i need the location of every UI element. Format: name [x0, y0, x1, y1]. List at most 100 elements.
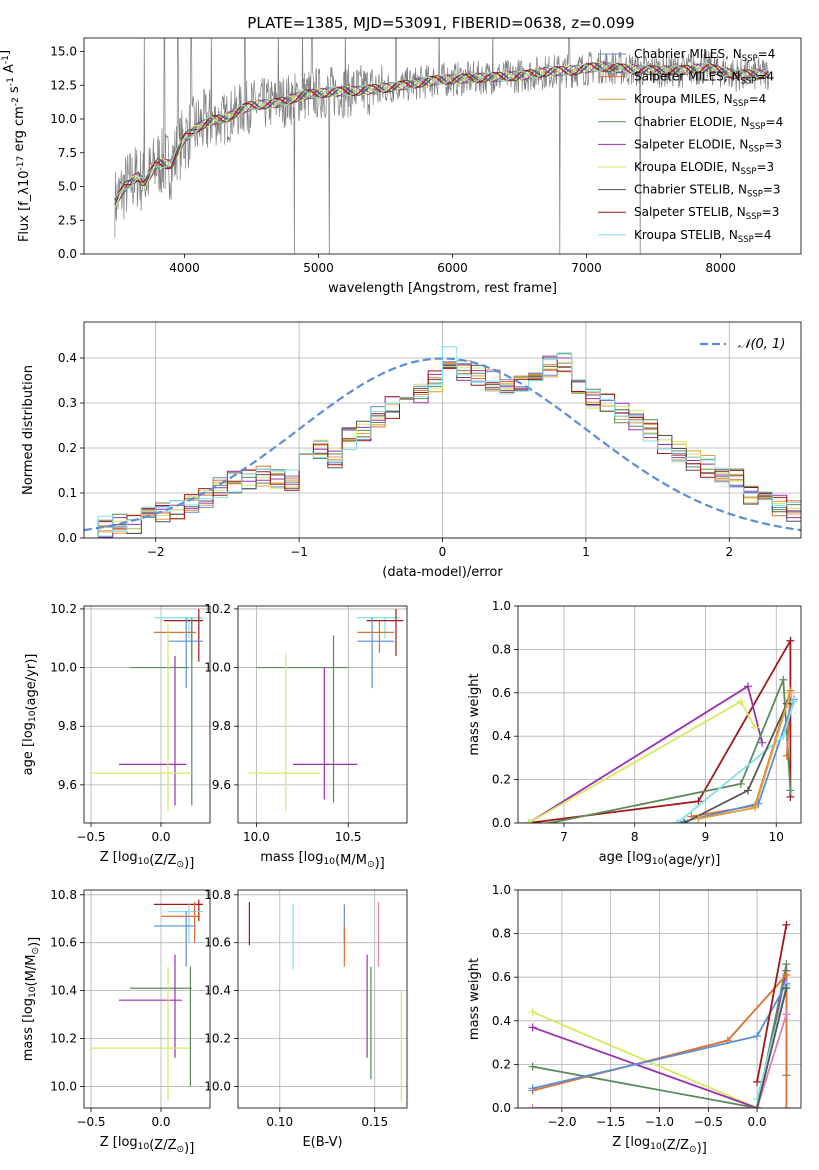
data-point [753, 1104, 762, 1108]
data-point [524, 819, 533, 823]
y-tick-label: 10.4 [204, 984, 231, 998]
x-axis-label: E(B-V) [302, 1135, 342, 1150]
legend-label: Kroupa STELIB, NSSP=4 [634, 228, 772, 245]
x-tick-label: 2 [725, 545, 733, 559]
series-salpeter-stelib [756, 924, 788, 1082]
data-point [779, 675, 788, 684]
data-point [743, 786, 752, 795]
legend-label: Salpeter STELIB, NSSP=3 [634, 205, 779, 222]
x-tick-label: 0.0 [151, 830, 170, 844]
chart-residuals: 𝒩(0, 1) −2 −1 0 1 2 0.0 0.1 0.2 0.3 0.4 (data-model… [21, 321, 802, 580]
y-tick-label: 9.8 [58, 719, 77, 733]
data-point [782, 1010, 791, 1019]
data-point [779, 732, 788, 741]
y-tick-label: 5.0 [58, 180, 77, 194]
y-tick-label: 10.0 [50, 661, 77, 675]
x-tick-label: 4000 [169, 261, 200, 275]
data-point [782, 960, 791, 969]
x-axis-label: Z [log10(Z/Z⊙)] [100, 1135, 195, 1156]
y-tick-label: 10.0 [50, 1079, 77, 1093]
y-tick-label: 10.4 [50, 984, 77, 998]
data-point [753, 1032, 762, 1041]
legend-label: Salpeter MILES, NSSP=4 [634, 70, 774, 87]
data-point [786, 786, 795, 795]
x-tick-label: 0.0 [151, 1115, 170, 1129]
plot-area [248, 901, 402, 1101]
y-tick-label: 0.0 [58, 531, 77, 545]
chart-mass-vs-EBV: 0.10 0.15 10.0 10.2 10.4 10.6 10.8 E(B-V) [204, 888, 408, 1150]
data-point [751, 723, 760, 732]
x-axis-label: Z [log10(Z/Z⊙)] [612, 1135, 707, 1156]
x-tick-label: 8000 [705, 261, 736, 275]
x-tick-label: 8 [631, 830, 639, 844]
y-tick-label: 10.6 [50, 936, 77, 950]
y-tick-label: 9.6 [58, 778, 77, 792]
x-tick-label: 7000 [571, 261, 602, 275]
plot-area [91, 608, 203, 812]
y-tick-label: 0.8 [492, 927, 511, 941]
legend-label: 𝒩(0, 1) [738, 337, 785, 352]
y-axis-label: Flux [f_λ10-17 erg cm-2 s-1 A-1] [0, 50, 32, 242]
y-tick-label: 0.4 [492, 729, 511, 743]
y-tick-label: 0.2 [492, 1057, 511, 1071]
legend-label: Salpeter ELODIE, NSSP=3 [634, 137, 782, 154]
data-point [680, 819, 689, 823]
series-chabrier-stelib [756, 987, 788, 1108]
x-tick-label: 6000 [437, 261, 468, 275]
legend-label: Kroupa MILES, NSSP=4 [634, 92, 766, 109]
y-tick-label: 0.6 [492, 970, 511, 984]
data-point [782, 984, 791, 993]
histogram-kroupa-stelib [84, 346, 801, 538]
x-tick-label: 7 [560, 830, 568, 844]
y-axis-label: age [log10(age/yr)] [21, 654, 39, 776]
data-point [736, 779, 745, 788]
x-tick-label: −1.0 [645, 1115, 674, 1129]
x-tick-label: 10 [769, 830, 784, 844]
chart-age-vs-Z: −0.5 0.0 9.6 9.8 10.0 10.2 Z [log10(Z/Z⊙)] age … [21, 602, 211, 871]
data-point [751, 803, 760, 812]
plot-area [249, 608, 404, 812]
x-tick-label: −2 [147, 545, 165, 559]
y-tick-label: 10.0 [204, 1079, 231, 1093]
y-tick-label: 7.5 [58, 146, 77, 160]
series-salpeter-stelib [528, 637, 792, 823]
x-tick-label: −2.0 [547, 1115, 576, 1129]
y-tick-label: 9.6 [212, 778, 231, 792]
y-tick-label: 10.8 [50, 888, 77, 902]
plot-area [91, 899, 203, 1101]
x-tick-label: −0.5 [76, 830, 105, 844]
data-point [782, 1104, 791, 1108]
y-tick-label: 0.2 [492, 773, 511, 787]
chart-weight-vs-Z: −2.0 −1.5 −1.0 −0.5 0.0 0.0 0.2 0.4 0.6 0.8 1.0 Z [… [467, 883, 802, 1156]
y-tick-label: 10.0 [50, 112, 77, 126]
x-tick-label: 5000 [303, 261, 334, 275]
x-axis-label: wavelength [Angstrom, rest frame] [328, 281, 557, 296]
axes-frame [83, 889, 211, 1109]
x-tick-label: 0.10 [266, 1115, 293, 1129]
model-kroupa-elodie [114, 61, 769, 208]
chart-mass-vs-Z: −0.5 0.0 10.0 10.2 10.4 10.6 10.8 Z [log10(Z/Z⊙… [21, 888, 211, 1156]
axes-frame [237, 605, 408, 824]
legend-label: Kroupa ELODIE, NSSP=3 [634, 160, 774, 177]
data-point [694, 797, 703, 806]
y-tick-label: 0.6 [492, 686, 511, 700]
x-tick-label: −1.5 [596, 1115, 625, 1129]
x-axis-label: mass [log10(M/M⊙)] [260, 850, 384, 871]
plot-area [84, 346, 801, 538]
y-axis-label: Normed distribution [21, 365, 36, 495]
data-point [789, 697, 798, 706]
axes-frame [83, 605, 211, 824]
y-tick-label: 2.5 [58, 213, 77, 227]
x-tick-label: 9 [702, 830, 710, 844]
data-point [782, 971, 791, 980]
x-tick-label: 10.0 [243, 830, 270, 844]
x-tick-label: 0.15 [361, 1115, 388, 1129]
y-tick-label: 9.8 [212, 719, 231, 733]
x-tick-label: 1 [582, 545, 590, 559]
data-point [528, 1062, 537, 1071]
y-tick-label: 10.2 [50, 1032, 77, 1046]
model-kroupa-stelib [114, 62, 769, 199]
legend-label: Chabrier ELODIE, NSSP=4 [634, 115, 783, 132]
x-axis-label: Z [log10(Z/Z⊙)] [100, 850, 195, 871]
data-point [736, 697, 745, 706]
